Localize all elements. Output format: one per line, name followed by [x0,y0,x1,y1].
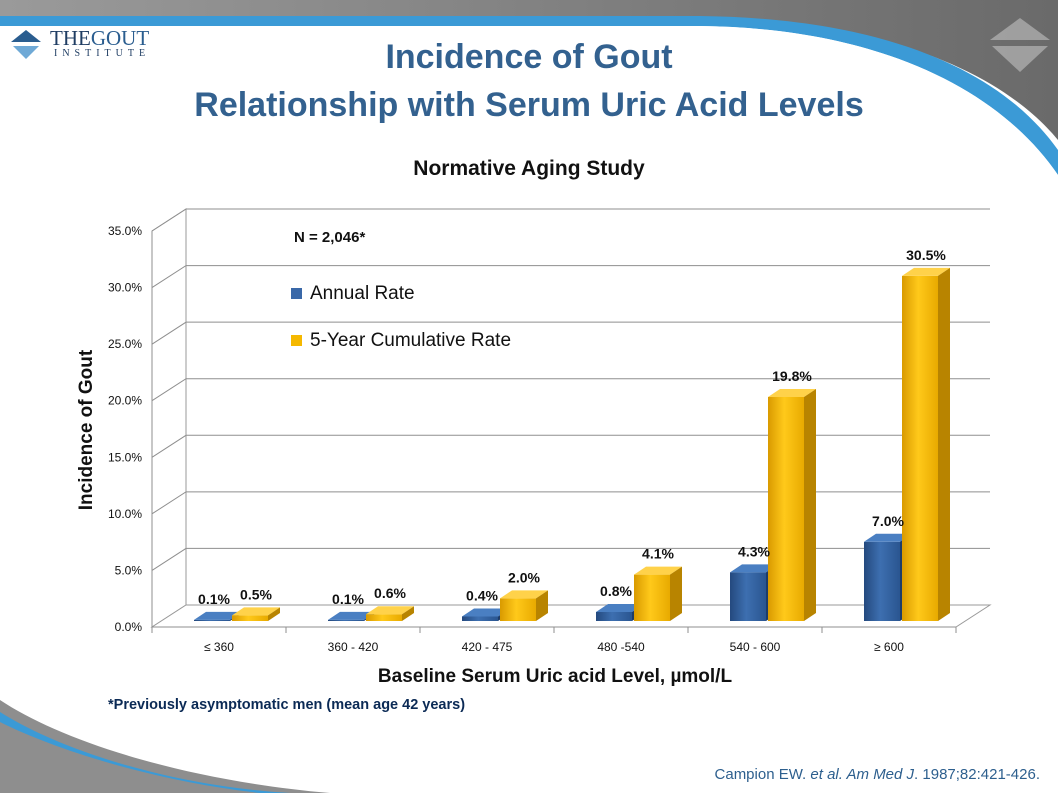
bar-front [462,616,498,621]
bar-side [536,590,548,621]
legend-label: 5-Year Cumulative Rate [310,330,511,351]
data-label: 0.5% [240,586,272,602]
citation-journal: et al. Am Med J [810,766,915,783]
data-label: 0.1% [332,591,364,607]
bar-top [462,608,510,617]
bar-top [864,533,912,542]
bar-side [402,606,414,621]
bar-front [768,396,804,621]
y-tick-label: 10.0% [108,507,142,521]
x-tick-label: ≥ 600 [874,640,904,654]
bar-top [194,611,242,620]
citation-year: . 1987;82:421-426. [914,766,1040,783]
y-tick-label: 30.0% [108,281,142,295]
data-label: 4.3% [738,543,770,559]
legend-swatch-annual [291,288,302,299]
bar-cumulative-rate [768,388,816,621]
bar-side [670,566,682,621]
data-label: 7.0% [872,513,904,529]
gridline [151,265,990,288]
data-label: 0.1% [198,591,230,607]
gout-institute-logo: THEGOUT INSTITUTE [8,24,158,64]
corner-emblem-icon [990,18,1050,72]
gridline [151,321,990,345]
chart-labels: 0.0% 5.0% 10.0% 15.0% 20.0% 25.0% 30.0% 35.0% ≤ … [76,224,946,687]
bar-side [804,388,816,621]
x-tick-label: 540 - 600 [730,640,781,654]
bar-top [500,590,548,599]
bar-top [366,606,414,615]
bar-front [902,275,938,621]
footnote: *Previously asymptomatic men (mean age 4… [108,697,466,713]
citation-author: Campion EW. [714,766,811,783]
bar-side [938,267,950,621]
gridline [151,378,990,402]
citation: Campion EW. et al. Am Med J. 1987;82:421… [715,766,1040,783]
x-tick-label: 420 - 475 [462,640,513,654]
slide-title-line2: Relationship with Serum Uric Acid Levels [194,86,864,124]
bar-top [768,388,816,397]
y-axis-title: Incidence of Gout [76,349,97,510]
logo-the: THE [50,26,91,50]
x-axis-title: Baseline Serum Uric acid Level, µmol/L [378,666,733,687]
data-label: 19.8% [772,368,812,384]
data-label: 0.8% [600,583,632,599]
gridline [151,547,990,571]
bar-top [232,607,280,616]
bar-cumulative-rate [500,590,548,621]
y-tick-label: 15.0% [108,450,142,464]
bar-cumulative-rate [232,607,280,621]
logo-gout: GOUT [90,26,150,50]
bar-top [634,566,682,575]
bar-top [902,267,950,276]
y-tick-label: 35.0% [108,224,142,238]
bar-side [268,607,280,621]
data-label: 30.5% [906,247,946,263]
data-label: 4.1% [642,546,674,562]
top-grey-band [0,0,1058,140]
x-tick-label: ≤ 360 [204,640,234,654]
x-tick-label: 480 -540 [597,640,645,654]
gridline [151,208,990,232]
bottom-grey-swoosh [0,700,330,793]
gridline [151,434,990,458]
slide-title-line1: Incidence of Gout [385,38,673,76]
bar-cumulative-rate [634,566,682,621]
chart-bars [194,267,950,621]
logo-wordmark: THEGOUT [50,28,149,49]
bar-cumulative-rate [366,606,414,621]
data-label: 0.6% [374,585,406,601]
y-tick-label: 0.0% [115,620,143,634]
gridline [151,491,990,515]
bar-top [596,603,644,612]
legend-label: Annual Rate [310,283,415,304]
bar-top [328,611,376,620]
bar-annual-rate [864,533,912,621]
data-label: 0.4% [466,587,498,603]
bar-front [500,598,536,621]
bar-front [366,614,402,621]
bar-front [864,541,900,621]
bar-front [328,619,364,621]
legend-swatch-cumulative [291,335,302,346]
logo-institute: INSTITUTE [54,48,151,59]
y-tick-label: 5.0% [115,563,143,577]
bar-cumulative-rate [902,267,950,621]
bar-front [730,572,766,621]
y-tick-label: 25.0% [108,337,142,351]
bar-front [232,615,268,621]
y-tick-label: 20.0% [108,394,142,408]
chart-side-wall [151,208,187,628]
bar-front [634,574,670,621]
logo-emblem-icon [11,30,41,59]
bar-front [596,611,632,621]
bar-front [194,619,230,621]
bar-top [730,564,778,573]
data-label: 2.0% [508,569,540,585]
chart-title: Normative Aging Study [413,157,645,180]
x-tick-label: 360 - 420 [328,640,379,654]
sample-size-annotation: N = 2,046* [294,229,365,246]
chart-legend: Annual Rate 5-Year Cumulative Rate [291,283,511,351]
